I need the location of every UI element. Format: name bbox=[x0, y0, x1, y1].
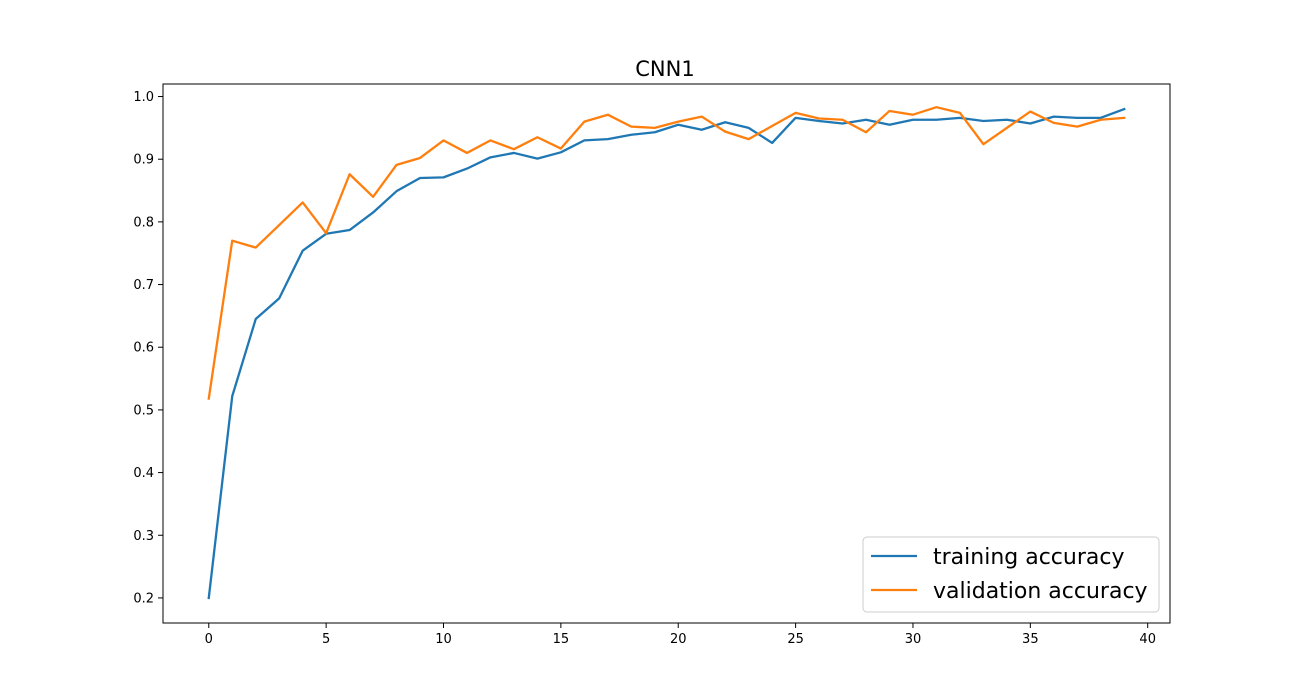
x-tick-label: 0 bbox=[205, 632, 213, 647]
y-tick-label: 0.5 bbox=[133, 403, 154, 418]
series-line-2 bbox=[207, 106, 1126, 400]
x-tick-label: 20 bbox=[670, 632, 687, 647]
x-tick-label: 35 bbox=[1022, 632, 1039, 647]
y-axis: 0.2 0.3 0.4 0.5 0.6 0.7 0.8 0.9 1.0 bbox=[133, 90, 163, 606]
legend-label-1: training accuracy bbox=[933, 545, 1124, 570]
legend: training accuracy validation accuracy bbox=[862, 536, 1160, 613]
legend-label-2: validation accuracy bbox=[933, 579, 1148, 604]
y-tick-label: 0.4 bbox=[133, 466, 154, 481]
x-tick-label: 30 bbox=[905, 632, 922, 647]
x-tick-label: 40 bbox=[1139, 632, 1156, 647]
x-tick-label: 15 bbox=[553, 632, 570, 647]
series-line-1 bbox=[207, 107, 1126, 600]
y-tick-label: 0.6 bbox=[133, 341, 154, 356]
y-tick-label: 0.8 bbox=[133, 215, 154, 230]
plot-lines bbox=[207, 106, 1126, 600]
x-axis: 0 5 10 15 20 25 30 35 40 bbox=[205, 623, 1156, 647]
y-tick-label: 0.7 bbox=[133, 278, 154, 293]
plot-frame bbox=[162, 83, 1171, 624]
x-tick-label: 10 bbox=[435, 632, 452, 647]
x-tick-label: 5 bbox=[322, 632, 330, 647]
y-tick-label: 0.9 bbox=[133, 153, 154, 168]
y-tick-label: 0.3 bbox=[133, 529, 154, 544]
chart-title: CNN1 bbox=[635, 57, 694, 81]
y-tick-label: 1.0 bbox=[133, 90, 154, 105]
y-tick-label: 0.2 bbox=[133, 591, 154, 606]
legend-box bbox=[862, 536, 1160, 613]
x-tick-label: 25 bbox=[787, 632, 804, 647]
